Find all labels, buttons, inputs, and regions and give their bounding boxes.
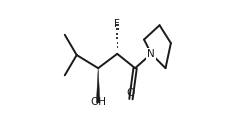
Text: N: N xyxy=(147,49,155,59)
Text: F: F xyxy=(114,19,120,29)
Text: O: O xyxy=(127,88,135,98)
Polygon shape xyxy=(96,68,100,103)
Text: OH: OH xyxy=(90,97,106,107)
